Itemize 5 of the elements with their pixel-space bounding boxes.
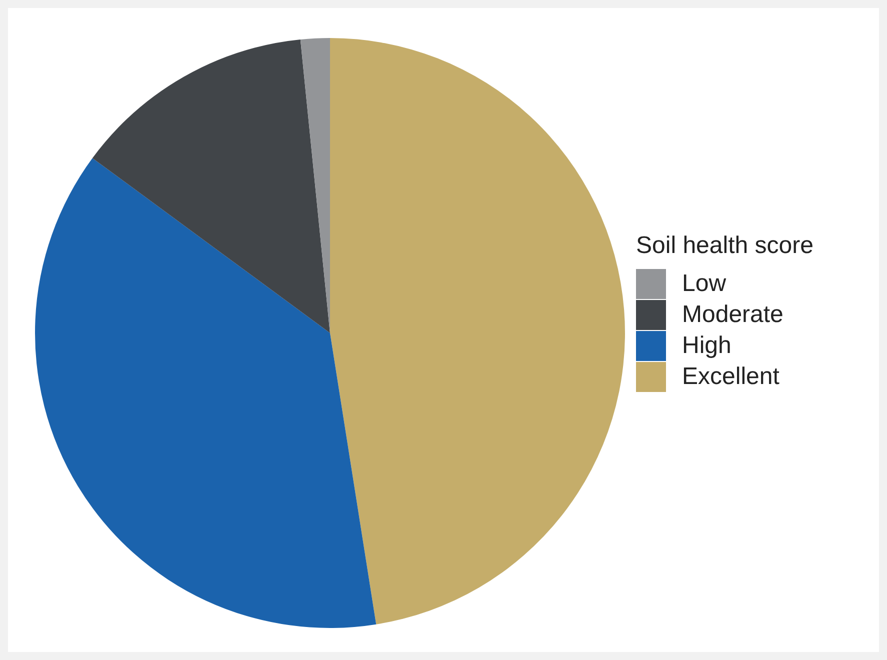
legend-label: Excellent (682, 362, 780, 390)
legend-label: Moderate (682, 300, 784, 328)
legend-title: Soil health score (636, 232, 814, 260)
legend-label: Low (682, 270, 726, 298)
legend-label: High (682, 332, 732, 360)
